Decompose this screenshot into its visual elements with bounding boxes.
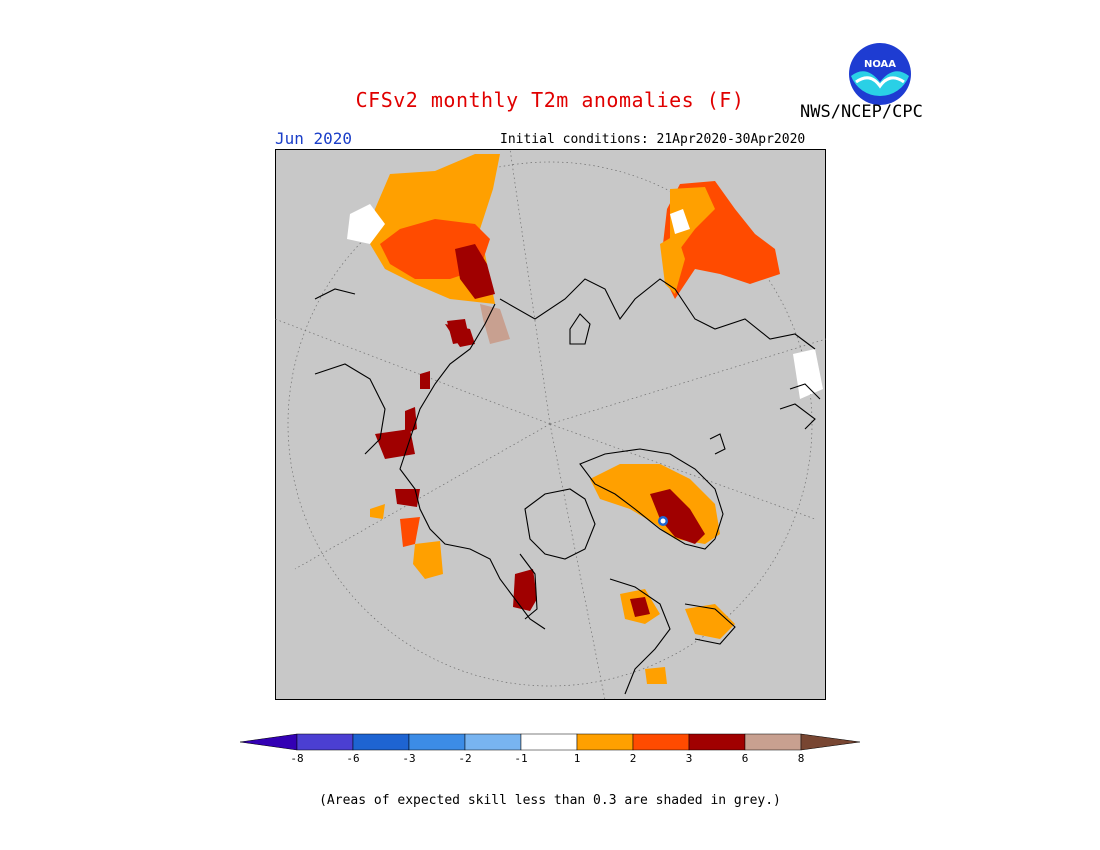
legend-swatch xyxy=(688,733,746,751)
legend-tick-label: -8 xyxy=(290,752,304,765)
graticule xyxy=(275,149,826,700)
legend-tick-label: 6 xyxy=(741,752,749,765)
legend-tick-label: 1 xyxy=(573,752,581,765)
anomaly-scattered xyxy=(405,319,823,684)
legend-swatch xyxy=(632,733,690,751)
anomaly-north-africa xyxy=(347,154,510,347)
noaa-logo-icon: NOAA xyxy=(849,43,911,105)
legend-swatch xyxy=(464,733,522,751)
legend-tick-label: 2 xyxy=(629,752,637,765)
legend-tick-label: 3 xyxy=(685,752,693,765)
anomaly-southeast-asia xyxy=(660,181,780,299)
noaa-logo-text: NOAA xyxy=(864,59,896,70)
legend-arrow-high xyxy=(800,733,860,751)
agency-label: NWS/NCEP/CPC xyxy=(800,102,923,122)
legend-arrow-low xyxy=(240,733,298,751)
legend-tick-label: -1 xyxy=(514,752,528,765)
legend-tick-label: -2 xyxy=(458,752,472,765)
skill-note: (Areas of expected skill less than 0.3 a… xyxy=(319,793,781,808)
coastlines xyxy=(314,278,821,695)
legend-tick-label: -6 xyxy=(346,752,360,765)
legend-swatch xyxy=(520,733,578,751)
anomaly-greenland xyxy=(590,464,720,544)
map-title: CFSv2 monthly T2m anomalies (F) xyxy=(355,88,745,112)
color-legend xyxy=(240,733,860,751)
legend-swatch xyxy=(408,733,466,751)
legend-swatch xyxy=(352,733,410,751)
anomaly-western-canada xyxy=(370,429,537,611)
legend-swatch xyxy=(296,733,354,751)
legend-tick-label: -3 xyxy=(402,752,416,765)
polar-map xyxy=(275,149,826,700)
legend-ticks: -8 -6 -3 -2 -1 1 2 3 6 8 xyxy=(0,752,1100,772)
legend-swatch xyxy=(744,733,802,751)
initial-conditions: Initial conditions: 21Apr2020-30Apr2020 xyxy=(500,132,806,147)
legend-tick-label: 8 xyxy=(797,752,805,765)
legend-swatch xyxy=(576,733,634,751)
forecast-month: Jun 2020 xyxy=(275,129,353,148)
